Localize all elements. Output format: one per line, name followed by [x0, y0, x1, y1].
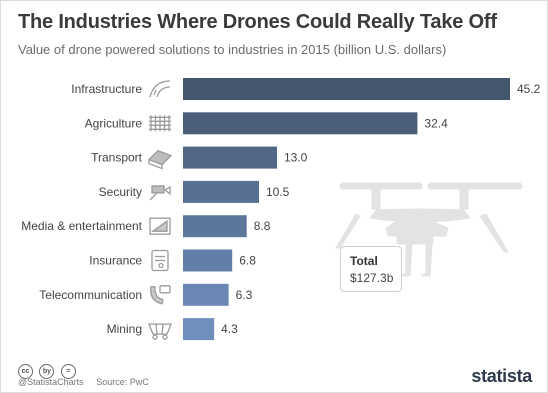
category-label: Media & entertainment [21, 219, 142, 233]
value-label: 6.3 [236, 288, 253, 302]
bar [183, 78, 510, 100]
mine-cart-icon [148, 323, 172, 340]
footer-source: Source: PwC [96, 377, 149, 387]
bar [183, 249, 233, 272]
license-icons: cc by = [18, 360, 78, 379]
category-label: Telecommunication [39, 288, 142, 302]
value-label: 10.5 [266, 185, 290, 199]
camera-icon [149, 185, 171, 201]
chart-subtitle: Value of drone powered solutions to indu… [18, 42, 447, 57]
document-icon [151, 249, 169, 272]
bar [183, 146, 277, 169]
drone-illustration [335, 182, 523, 277]
media-icon [149, 217, 171, 235]
cc-icon: cc [18, 364, 33, 379]
category-label: Mining [107, 322, 142, 336]
phone-icon [150, 285, 171, 305]
value-label: 13.0 [284, 151, 308, 165]
total-value: $127.3b [350, 271, 394, 285]
by-icon: by [39, 364, 55, 379]
bar [183, 112, 418, 135]
chart-title: The Industries Where Drones Could Really… [18, 11, 497, 33]
category-label: Agriculture [85, 116, 143, 130]
category-label: Infrastructure [71, 82, 142, 96]
footer: @StatistaCharts Source: PwC [18, 377, 159, 387]
nd-icon: = [60, 364, 76, 379]
value-label: 6.8 [239, 254, 256, 268]
field-icon [149, 115, 171, 132]
truck-icon [147, 149, 173, 170]
total-callout: Total $127.3b [340, 246, 402, 292]
category-label: Insurance [89, 254, 142, 268]
value-label: 32.4 [424, 116, 448, 130]
category-label: Security [99, 185, 142, 199]
bar [183, 180, 259, 203]
footer-handle: @StatistaCharts [18, 377, 84, 387]
value-label: 8.8 [254, 219, 271, 233]
value-label: 4.3 [221, 322, 238, 336]
statista-logo: statista [471, 366, 532, 386]
category-label: Transport [91, 151, 143, 165]
bar [183, 283, 229, 306]
value-label: 45.2 [517, 82, 541, 96]
total-label: Total [350, 254, 378, 268]
bar [183, 215, 247, 238]
bar [183, 318, 215, 341]
road-icon [149, 80, 171, 98]
